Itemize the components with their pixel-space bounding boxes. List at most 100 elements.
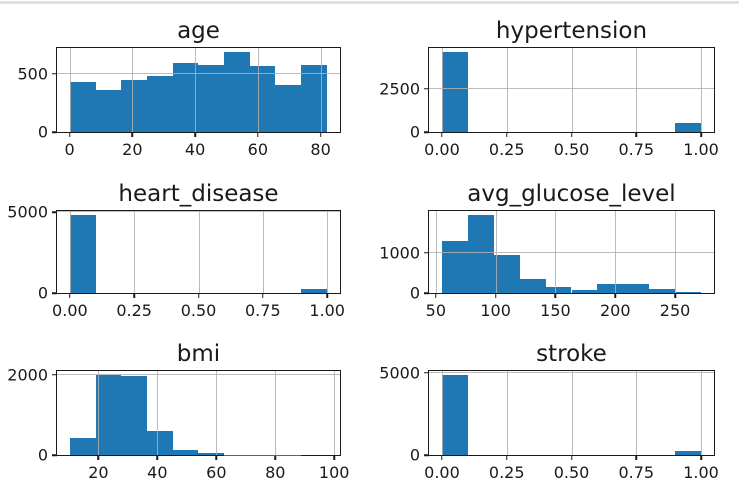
histogram-bar bbox=[95, 375, 122, 455]
y-tick-label: 0 bbox=[37, 445, 48, 465]
x-tick-mark bbox=[570, 455, 573, 460]
x-tick-mark bbox=[69, 293, 71, 298]
histogram-bar bbox=[147, 431, 173, 455]
gridline-vertical bbox=[636, 371, 638, 455]
histogram-bar bbox=[545, 286, 572, 293]
x-tick-mark bbox=[68, 132, 71, 137]
gridline-vertical bbox=[334, 371, 336, 455]
histogram-bar bbox=[675, 291, 702, 293]
x-tick-mark bbox=[97, 455, 100, 460]
x-tick-mark bbox=[554, 293, 557, 298]
gridline-vertical bbox=[69, 48, 71, 132]
x-tick-label: 1.00 bbox=[683, 140, 719, 159]
x-tick-label: 40 bbox=[147, 463, 168, 482]
gridline-vertical bbox=[506, 371, 508, 455]
x-tick-label: 60 bbox=[247, 140, 269, 159]
plot-title: bmi bbox=[176, 340, 221, 367]
plot-title: hypertension bbox=[495, 17, 648, 44]
subplot-stroke: stroke 0.00 0.25 0.50 0.75 1.00 0 5000 bbox=[379, 341, 719, 482]
x-tick-label: 0.25 bbox=[488, 140, 525, 159]
plot-area: 0 20 40 60 80 0 500 bbox=[17, 47, 341, 159]
x-tick-label: 0.50 bbox=[553, 463, 590, 482]
y-tick-label: 0 bbox=[409, 283, 420, 303]
gridline-vertical bbox=[320, 48, 322, 132]
histogram-bar bbox=[198, 453, 225, 455]
y-tick-mark bbox=[424, 371, 429, 374]
plot-area: 20 40 60 80 100 0 2000 bbox=[7, 365, 349, 482]
y-tick-label: 1000 bbox=[379, 243, 420, 263]
x-tick-mark bbox=[333, 455, 335, 460]
plot-title: age bbox=[177, 17, 220, 44]
gridline-vertical bbox=[275, 371, 277, 455]
plot-area: 0.00 0.25 0.50 0.75 1.00 0 5000 bbox=[379, 363, 719, 482]
gridline-horizontal bbox=[57, 373, 340, 375]
x-tick-mark bbox=[700, 132, 702, 137]
gridline-vertical bbox=[257, 48, 259, 132]
gridline-vertical bbox=[98, 371, 100, 455]
subplot-bmi: bmi 20 40 60 80 100 0 2000 bbox=[7, 341, 349, 482]
y-tick-mark bbox=[424, 292, 429, 294]
histogram-bar bbox=[441, 375, 468, 455]
plot-area: 0.00 0.25 0.50 0.75 1.00 0 5000 bbox=[7, 203, 345, 320]
gridline-vertical bbox=[701, 371, 703, 455]
histogram-bar bbox=[441, 240, 468, 293]
x-tick-label: 60 bbox=[206, 463, 227, 482]
x-tick-label: 20 bbox=[88, 463, 109, 482]
y-tick-mark bbox=[424, 131, 429, 133]
x-tick-label: 0 bbox=[64, 140, 75, 159]
x-tick-mark bbox=[635, 455, 638, 460]
gridline-horizontal bbox=[429, 371, 714, 373]
histogram-bar bbox=[95, 89, 122, 132]
histogram-bar bbox=[649, 289, 676, 293]
gridline-vertical bbox=[195, 48, 197, 132]
y-tick-label: 0 bbox=[409, 122, 420, 142]
x-tick-mark bbox=[441, 132, 443, 137]
y-tick-mark bbox=[424, 252, 429, 254]
x-tick-mark bbox=[262, 293, 264, 298]
x-tick-mark bbox=[505, 132, 508, 137]
plot-title: stroke bbox=[536, 340, 607, 367]
x-tick-mark bbox=[133, 293, 135, 298]
gridline-vertical bbox=[134, 211, 136, 293]
y-tick-mark bbox=[52, 131, 57, 133]
x-tick-mark bbox=[570, 132, 573, 137]
histogram-bar bbox=[571, 289, 598, 293]
x-tick-label: 80 bbox=[310, 140, 331, 159]
x-tick-mark bbox=[505, 455, 508, 460]
subplot-avg-glucose-level: avg_glucose_level 50 100 150 200 250 0 1000 bbox=[379, 181, 715, 320]
x-tick-mark bbox=[435, 293, 437, 298]
x-tick-mark bbox=[700, 455, 702, 460]
x-tick-mark bbox=[257, 132, 259, 137]
x-tick-label: 0.00 bbox=[52, 301, 88, 320]
x-tick-mark bbox=[215, 455, 218, 460]
y-tick-mark bbox=[52, 72, 57, 75]
histogram-bar bbox=[301, 65, 327, 132]
x-tick-label: 1.00 bbox=[309, 301, 345, 320]
x-tick-mark bbox=[674, 293, 676, 298]
x-tick-label: 0.00 bbox=[424, 140, 460, 159]
x-tick-label: 80 bbox=[265, 463, 286, 482]
x-tick-label: 250 bbox=[659, 301, 691, 320]
y-tick-label: 5000 bbox=[7, 202, 48, 222]
x-tick-mark bbox=[441, 455, 443, 460]
gridline-vertical bbox=[262, 211, 264, 293]
gridline-vertical bbox=[441, 371, 443, 455]
gridline-vertical bbox=[571, 48, 573, 132]
x-tick-mark bbox=[614, 293, 616, 298]
x-tick-mark bbox=[319, 132, 322, 137]
histogram-bar bbox=[198, 65, 225, 132]
subplot-hypertension: hypertension 0.00 0.25 0.50 0.75 1.00 0 2500 bbox=[379, 18, 719, 159]
plot-area: 0.00 0.25 0.50 0.75 1.00 0 2500 bbox=[379, 47, 719, 159]
y-tick-label: 2000 bbox=[7, 365, 48, 385]
gridline-horizontal bbox=[429, 87, 714, 89]
gridline-horizontal bbox=[429, 251, 714, 253]
histogram-bar bbox=[172, 449, 199, 455]
y-tick-mark bbox=[52, 454, 57, 456]
x-tick-label: 200 bbox=[599, 301, 631, 320]
x-tick-label: 0.50 bbox=[180, 301, 217, 320]
y-tick-label: 2500 bbox=[379, 79, 420, 99]
subplot-age: age 0 20 40 60 80 0 500 bbox=[17, 18, 341, 159]
histogram-bar bbox=[224, 51, 250, 132]
y-tick-mark bbox=[52, 211, 57, 213]
gridline-vertical bbox=[216, 371, 218, 455]
